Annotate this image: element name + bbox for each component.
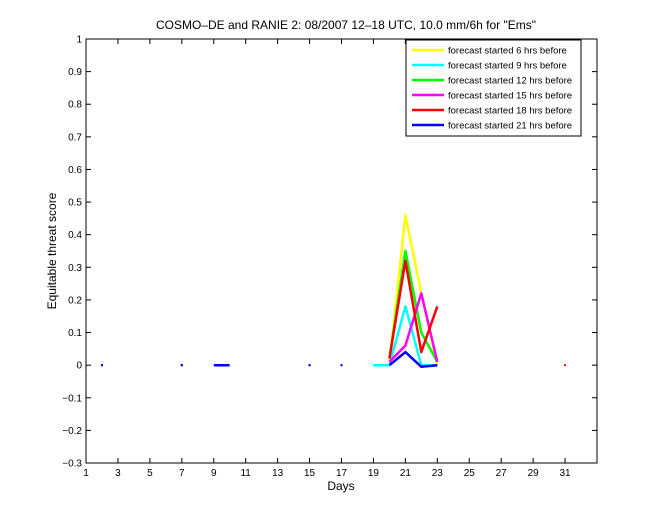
y-tick-label: 0.9 <box>68 67 82 78</box>
legend-label: forecast started 9 hrs before <box>448 61 567 72</box>
legend-label: forecast started 18 hrs before <box>448 106 572 117</box>
plot-area-frame <box>85 38 598 464</box>
y-tick-label: −0.3 <box>62 459 82 470</box>
series-lines <box>100 213 567 369</box>
y-tick-label: 0.4 <box>68 230 82 241</box>
legend-label: forecast started 15 hrs before <box>448 91 572 102</box>
legend: forecast started 6 hrs before forecast st… <box>405 39 582 137</box>
x-tick-label: 15 <box>304 468 316 479</box>
x-tick-label: 13 <box>272 468 284 479</box>
y-tick-label: 0.6 <box>68 165 82 176</box>
y-tick-label: 0.8 <box>68 100 82 111</box>
chart-title: COSMO–DE and RANIE 2: 08/2007 12–18 UTC,… <box>156 18 536 32</box>
series-3 <box>100 249 439 367</box>
x-tick-label: 3 <box>115 468 121 479</box>
series-4 <box>100 292 439 367</box>
x-axis-label: Days <box>327 479 354 493</box>
x-tick-label: 19 <box>368 468 380 479</box>
legend-box <box>405 39 582 137</box>
series-line <box>388 259 439 359</box>
legend-label: forecast started 6 hrs before <box>448 46 567 57</box>
y-tick-label: 0.7 <box>68 132 82 143</box>
legend-label: forecast started 12 hrs before <box>448 76 572 87</box>
x-tick-label: 27 <box>496 468 508 479</box>
y-tick-label: 1 <box>76 35 82 46</box>
x-tick-label: 5 <box>147 468 153 479</box>
x-tick-label: 7 <box>179 468 185 479</box>
series-6 <box>100 350 438 369</box>
x-tick-label: 1 <box>83 468 89 479</box>
x-tick-label: 29 <box>528 468 540 479</box>
y-tick-label: 0.1 <box>68 328 82 339</box>
x-tick-label: 21 <box>400 468 412 479</box>
series-1 <box>100 213 439 367</box>
legend-label: forecast started 21 hrs before <box>448 121 572 132</box>
series-point <box>100 364 103 367</box>
y-tick-label: 0.5 <box>68 198 82 209</box>
x-tick-label: 25 <box>464 468 476 479</box>
series-2 <box>100 305 438 367</box>
series-point <box>180 364 183 367</box>
x-tick-label: 17 <box>336 468 348 479</box>
series-point <box>308 364 311 367</box>
series-line <box>388 350 438 369</box>
x-tick-label: 23 <box>432 468 444 479</box>
y-tick-label: −0.2 <box>62 426 82 437</box>
series-point <box>564 364 567 367</box>
y-tick-label: −0.1 <box>62 393 82 404</box>
x-tick-label: 9 <box>211 468 217 479</box>
series-5 <box>100 259 567 367</box>
y-tick-label: 0.3 <box>68 263 82 274</box>
y-axis-label: Equitable threat score <box>45 192 59 309</box>
x-tick-label: 11 <box>240 468 251 479</box>
x-tick-label: 31 <box>560 468 572 479</box>
y-tick-label: 0 <box>76 361 82 372</box>
axis-ticks: 1 3 5 7 9 11 13 15 17 19 21 23 25 27 29 31−0.3−0.2−0.10… <box>62 35 597 479</box>
series-point <box>340 364 343 367</box>
y-tick-label: 0.2 <box>68 295 82 306</box>
